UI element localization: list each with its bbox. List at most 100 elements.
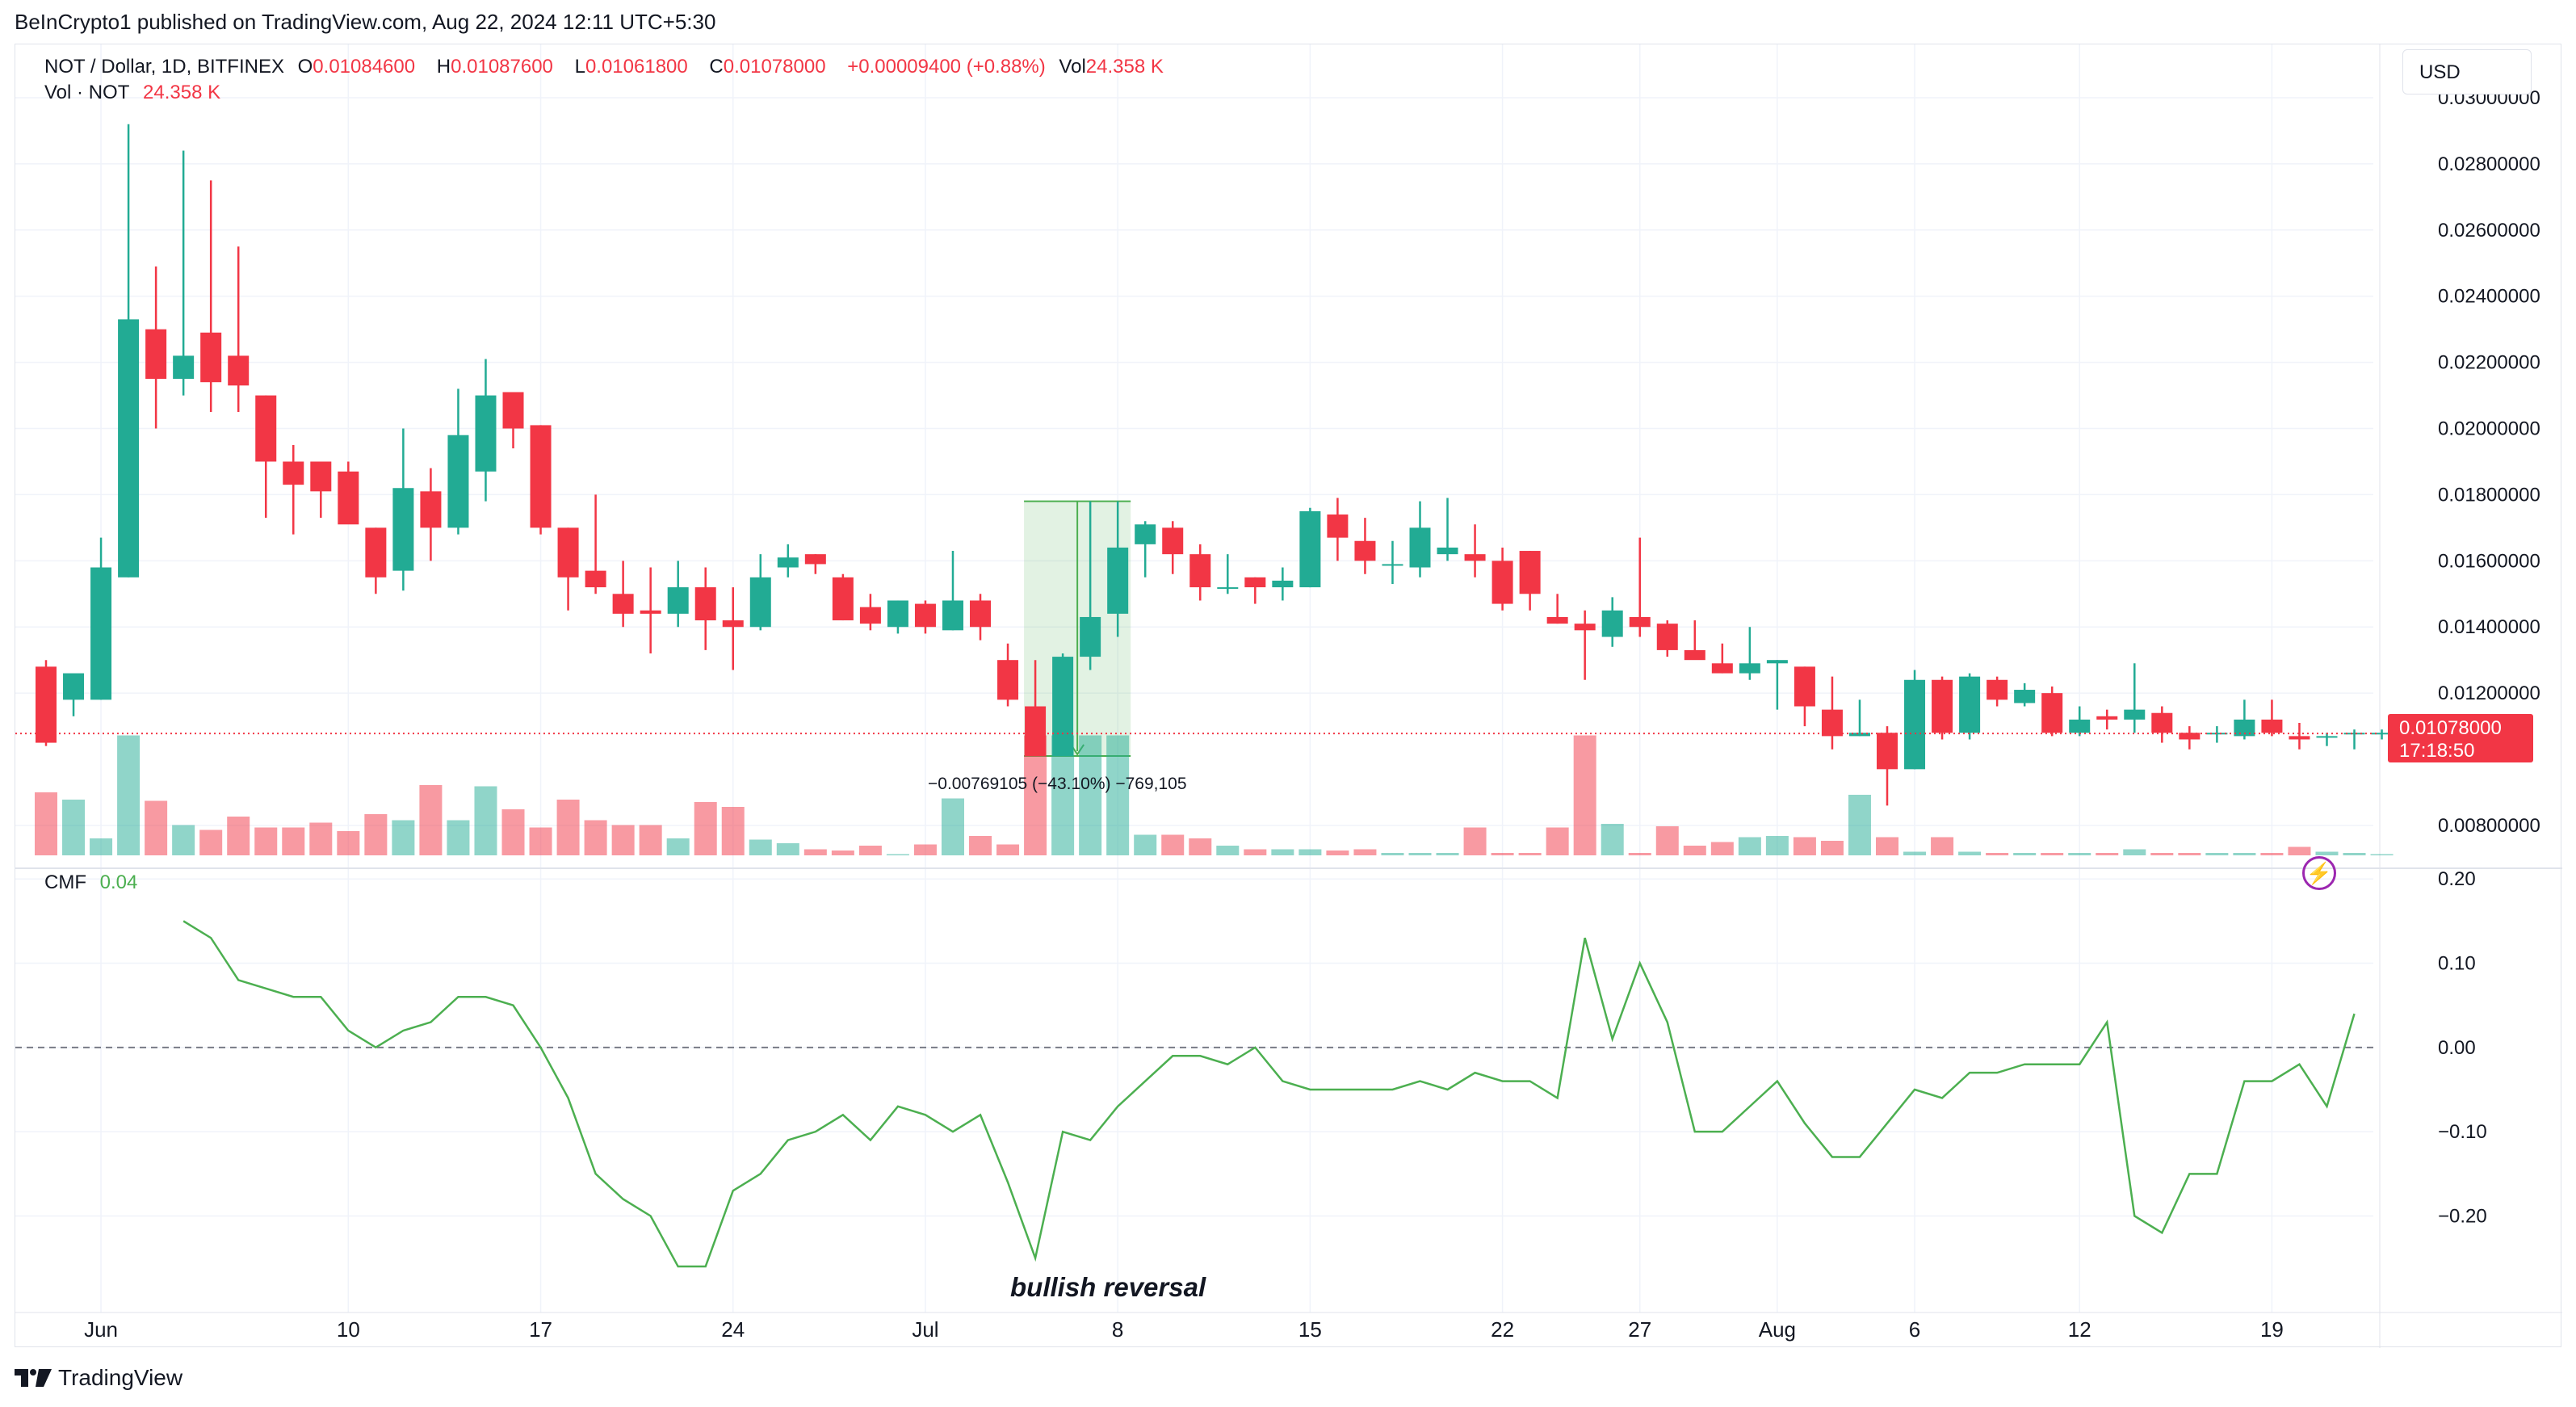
volume-series-label[interactable]: Vol · NOT bbox=[44, 82, 130, 103]
candle-body bbox=[1904, 679, 1926, 770]
chart-canvas[interactable]: 0.030000000.028000000.026000000.02400000… bbox=[15, 44, 2562, 1348]
volume-bar bbox=[199, 830, 223, 855]
candle-body bbox=[2041, 693, 2063, 733]
measure-label: −0.00769105 (−43.10%) −769,105 bbox=[928, 775, 1187, 793]
time-tick-label: 19 bbox=[2260, 1317, 2284, 1342]
symbol-label[interactable]: NOT / Dollar, 1D, BITFINEX bbox=[44, 56, 284, 78]
volume-bar bbox=[1958, 851, 1982, 855]
candle-body bbox=[1629, 616, 1651, 628]
candle-body bbox=[145, 329, 167, 380]
cmf-tick-label: 0.00 bbox=[2438, 1037, 2476, 1059]
cmf-label[interactable]: CMF bbox=[44, 872, 86, 893]
price-tick-label: 0.02600000 bbox=[2438, 220, 2540, 242]
cmf-value: 0.04 bbox=[99, 872, 138, 893]
volume-bar bbox=[1573, 735, 1596, 855]
candle-body bbox=[63, 673, 85, 700]
chart-frame: 0.03000000 0.02800000 0.02600000 0.02400000… bbox=[15, 44, 2562, 1348]
price-tick-label: 0.02200000 bbox=[2438, 352, 2540, 374]
time-tick-label: 17 bbox=[529, 1317, 552, 1342]
cmf-tick-label: −0.10 bbox=[2438, 1121, 2487, 1143]
volume-bar bbox=[2096, 853, 2119, 855]
open-value: 0.01084600 bbox=[313, 56, 416, 78]
cmf-tick-label: 0.20 bbox=[2438, 868, 2476, 890]
volume-bar bbox=[2123, 849, 2146, 855]
candle-body bbox=[1327, 514, 1349, 538]
volume-bar bbox=[2233, 853, 2256, 855]
volume-bar bbox=[556, 800, 580, 855]
change-value: +0.00009400 (+0.88%) bbox=[847, 56, 1046, 78]
price-tick-label: 0.01800000 bbox=[2438, 484, 2540, 506]
tradingview-brand[interactable]: TradingView bbox=[15, 1365, 183, 1391]
candle-body bbox=[2371, 733, 2393, 735]
volume-bar bbox=[529, 827, 552, 855]
volume-bar bbox=[282, 827, 305, 855]
candle-body bbox=[1574, 624, 1596, 631]
candle-body bbox=[1107, 547, 1129, 614]
candle-body bbox=[1272, 580, 1294, 588]
candle-body bbox=[200, 332, 222, 383]
currency-button[interactable]: USD bbox=[2402, 49, 2532, 94]
volume-bar bbox=[35, 792, 57, 855]
high-label: H bbox=[436, 56, 451, 78]
candle-body bbox=[640, 610, 661, 614]
time-tick-label: 15 bbox=[1298, 1317, 1322, 1342]
volume-bar bbox=[2260, 853, 2284, 855]
time-tick-label: 6 bbox=[1909, 1317, 1920, 1342]
volume-bar bbox=[1491, 853, 1514, 855]
candle-body bbox=[255, 395, 277, 462]
volume-bar bbox=[941, 798, 964, 855]
volume-bar bbox=[913, 844, 937, 855]
candle-body bbox=[804, 554, 826, 565]
candle-body bbox=[1354, 540, 1376, 561]
candle-body bbox=[612, 594, 634, 614]
candle-body bbox=[1382, 564, 1403, 566]
open-label: O bbox=[297, 56, 313, 78]
volume-bar bbox=[2013, 853, 2037, 855]
candle-body bbox=[1932, 679, 1953, 733]
lightning-icon[interactable]: ⚡ bbox=[2302, 856, 2336, 890]
volume-bar bbox=[803, 849, 827, 855]
candle-body bbox=[1959, 676, 1981, 733]
candle-body bbox=[1491, 561, 1513, 604]
candle-body bbox=[502, 392, 524, 429]
candle-body bbox=[1162, 527, 1184, 555]
volume-bar bbox=[227, 817, 250, 855]
candle-body bbox=[1684, 649, 1705, 661]
volume-bar bbox=[117, 735, 141, 855]
volume-bar bbox=[1353, 849, 1377, 855]
candle-body bbox=[667, 587, 689, 614]
candle-body bbox=[2069, 719, 2091, 733]
candle-body bbox=[90, 567, 112, 700]
candle-body bbox=[1656, 624, 1678, 650]
candle-body bbox=[1299, 510, 1321, 588]
candle-body bbox=[1409, 527, 1431, 568]
volume-bar bbox=[364, 814, 388, 855]
price-tick-label: 0.01200000 bbox=[2438, 682, 2540, 704]
last-price-tag: 0.01078000 17:18:50 bbox=[2388, 714, 2533, 762]
last-price-value: 0.01078000 bbox=[2399, 717, 2502, 739]
volume-bar bbox=[1134, 834, 1157, 855]
candle-body bbox=[2234, 719, 2255, 737]
volume-bar bbox=[1903, 851, 1927, 855]
volume-bar bbox=[1408, 853, 1432, 855]
candle-body bbox=[36, 666, 57, 743]
low-value: 0.01061800 bbox=[585, 56, 688, 78]
candle-body bbox=[447, 435, 469, 528]
volume-bar bbox=[2178, 853, 2201, 855]
candle-body bbox=[2014, 690, 2036, 704]
candle-body bbox=[1766, 660, 1788, 664]
volume-bar bbox=[776, 843, 799, 855]
price-tick-label: 0.01400000 bbox=[2438, 616, 2540, 638]
volume-value: 24.358 K bbox=[1085, 56, 1164, 78]
volume-bar bbox=[858, 846, 882, 855]
cmf-legend: CMF 0.04 bbox=[44, 872, 145, 894]
chart-annotation: bullish reversal bbox=[1010, 1272, 1206, 1302]
volume-bar bbox=[1463, 827, 1487, 855]
candle-body bbox=[1739, 663, 1760, 674]
candle-body bbox=[1189, 554, 1211, 588]
volume-bar bbox=[2041, 853, 2064, 855]
volume-bar bbox=[1765, 836, 1789, 855]
candle-body bbox=[173, 355, 195, 380]
volume-bar bbox=[1848, 795, 1871, 855]
volume-bar bbox=[145, 800, 168, 855]
